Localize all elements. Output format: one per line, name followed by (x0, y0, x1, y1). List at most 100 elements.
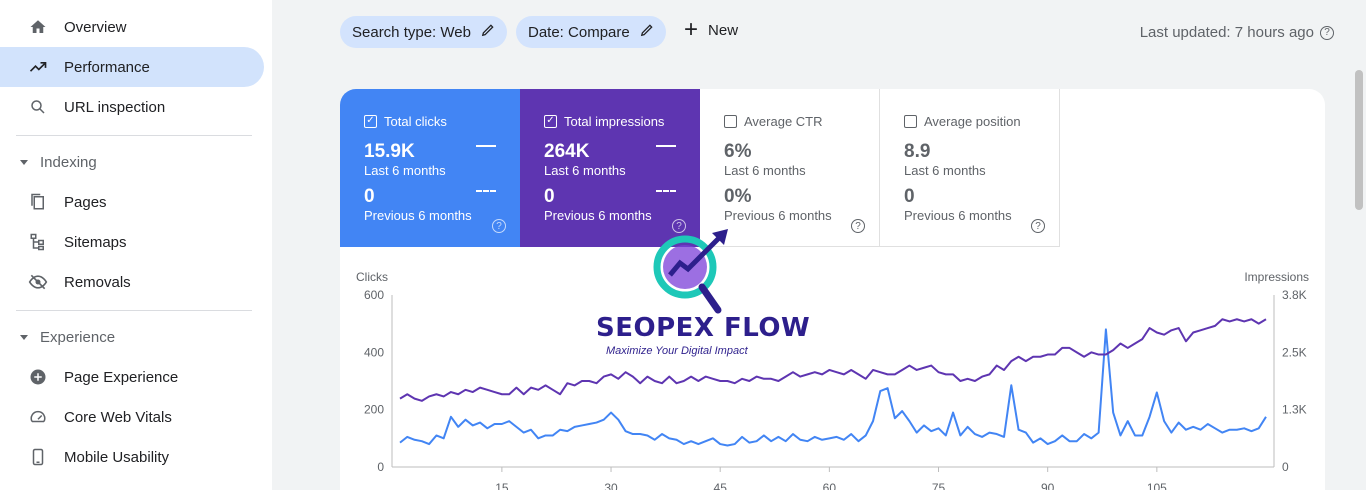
metric-prev-period: Previous 6 months (724, 208, 832, 223)
metric-prev-value: 0 (364, 186, 375, 207)
y-tick-label-left: 0 (377, 460, 384, 474)
checkbox-checked-icon[interactable]: ✓ (364, 114, 377, 128)
y-tick-label-right: 3.8K (1282, 288, 1307, 302)
metric-value: 264K (544, 141, 590, 162)
y-tick-label-left: 400 (364, 345, 384, 359)
solid-line-legend (656, 145, 676, 147)
checkbox-unchecked-icon[interactable] (724, 114, 737, 128)
metric-prev-value: 0 (544, 186, 555, 207)
y-tick-label-right: 1.3K (1282, 403, 1307, 417)
metric-value: 6% (724, 141, 752, 162)
section-experience[interactable]: Experience (20, 322, 115, 352)
sidebar-item-label: Mobile Usability (64, 448, 170, 466)
performance-chart[interactable]: Clicks Impressions 0 200 400 600 0 1.3K 2.5K 3.8K… (340, 259, 1325, 490)
help-icon[interactable]: ? (851, 219, 865, 233)
pages-icon (28, 192, 48, 212)
sidebar: Overview Performance URL inspection Inde… (0, 0, 272, 490)
caret-down-icon (20, 334, 28, 340)
sidebar-item-mobile-usability[interactable]: Mobile Usability (0, 437, 264, 477)
metric-label: Average CTR (744, 113, 823, 129)
seopex-flow-logo: SEOPEX FLOW Maximize Your Digital Impact (590, 225, 820, 365)
checkbox-checked-icon[interactable]: ✓ (544, 114, 557, 128)
sidebar-item-label: Removals (64, 273, 131, 291)
metric-average-ctr[interactable]: Average CTR 6% Last 6 months 0% Previous… (700, 89, 880, 247)
metric-label: Total clicks (384, 113, 447, 129)
main-content: Search type: Web Date: Compare + New Las… (272, 0, 1366, 490)
chip-label: Date: Compare (528, 23, 630, 41)
sidebar-divider (16, 310, 252, 311)
sitemap-icon (28, 232, 48, 252)
new-filter-button[interactable]: + New (684, 16, 739, 43)
metric-period: Last 6 months (904, 163, 986, 178)
sidebar-item-label: Performance (64, 58, 150, 76)
sidebar-item-page-experience[interactable]: Page Experience (0, 357, 264, 397)
sidebar-item-label: Page Experience (64, 368, 179, 386)
metric-prev-period: Previous 6 months (544, 208, 652, 223)
metric-period: Last 6 months (724, 163, 806, 178)
x-tick-label: 30 (604, 481, 618, 490)
scrollbar-thumb[interactable] (1355, 70, 1363, 210)
y-axis-right-label: Impressions (1244, 270, 1309, 284)
pencil-icon (640, 23, 654, 41)
scrollbar[interactable] (1352, 66, 1366, 490)
eye-off-icon (28, 272, 48, 292)
date-chip[interactable]: Date: Compare (516, 16, 666, 48)
x-tick-label: 105 (1147, 481, 1167, 490)
metric-prev-period: Previous 6 months (364, 208, 472, 223)
plus-circle-icon (28, 367, 48, 387)
search-icon (28, 97, 48, 117)
x-tick-label: 45 (714, 481, 728, 490)
metric-period: Last 6 months (544, 163, 626, 178)
new-label: New (708, 21, 739, 39)
sidebar-item-overview[interactable]: Overview (0, 7, 264, 47)
metric-prev-period: Previous 6 months (904, 208, 1012, 223)
phone-icon (28, 447, 48, 467)
metric-label: Total impressions (564, 113, 665, 129)
y-tick-label-right: 2.5K (1282, 345, 1307, 359)
sidebar-item-url-inspection[interactable]: URL inspection (0, 87, 264, 127)
sidebar-item-sitemaps[interactable]: Sitemaps (0, 222, 264, 262)
sidebar-item-label: Pages (64, 193, 107, 211)
plus-icon: + (684, 16, 699, 43)
section-indexing[interactable]: Indexing (20, 147, 97, 177)
y-tick-label-left: 600 (364, 288, 384, 302)
search-type-chip[interactable]: Search type: Web (340, 16, 507, 48)
sidebar-item-core-web-vitals[interactable]: Core Web Vitals (0, 397, 264, 437)
sidebar-divider (16, 135, 252, 136)
help-icon[interactable]: ? (1320, 25, 1334, 40)
sidebar-item-pages[interactable]: Pages (0, 182, 264, 222)
section-title: Experience (40, 328, 116, 346)
checkbox-unchecked-icon[interactable] (904, 114, 917, 128)
metric-prev-value: 0% (724, 186, 752, 207)
last-updated-text: Last updated: 7 hours ago (1139, 24, 1314, 41)
y-tick-label-right: 0 (1282, 460, 1289, 474)
trending-up-icon (28, 57, 48, 77)
help-icon[interactable]: ? (1031, 219, 1045, 233)
metric-value: 15.9K (364, 141, 415, 162)
gauge-icon (28, 407, 48, 427)
x-tick-label: 15 (495, 481, 509, 490)
sidebar-item-removals[interactable]: Removals (0, 262, 264, 302)
help-icon[interactable]: ? (672, 219, 686, 233)
performance-card: ✓ Total clicks 15.9K Last 6 months 0 Pre… (340, 89, 1325, 490)
solid-line-legend (476, 145, 496, 147)
magnifier-logo-icon (653, 229, 728, 314)
last-updated: Last updated: 7 hours ago ? (1140, 24, 1334, 41)
sidebar-item-label: Overview (64, 18, 127, 36)
help-icon[interactable]: ? (492, 219, 506, 233)
sidebar-item-label: Core Web Vitals (64, 408, 172, 426)
sidebar-item-performance[interactable]: Performance (0, 47, 264, 87)
metric-total-clicks[interactable]: ✓ Total clicks 15.9K Last 6 months 0 Pre… (340, 89, 520, 247)
home-icon (28, 17, 48, 37)
sidebar-item-label: URL inspection (64, 98, 166, 116)
x-tick-label: 75 (932, 481, 946, 490)
metric-total-impressions[interactable]: ✓ Total impressions 264K Last 6 months 0… (520, 89, 700, 247)
logo-name: SEOPEX FLOW (596, 313, 811, 343)
metric-value: 8.9 (904, 141, 931, 162)
sidebar-item-label: Sitemaps (64, 233, 127, 251)
metric-average-position[interactable]: Average position 8.9 Last 6 months 0 Pre… (880, 89, 1060, 247)
series-line-impressions (399, 318, 1267, 402)
x-tick-label: 90 (1041, 481, 1055, 490)
x-tick-label: 60 (823, 481, 837, 490)
section-title: Indexing (40, 153, 97, 171)
